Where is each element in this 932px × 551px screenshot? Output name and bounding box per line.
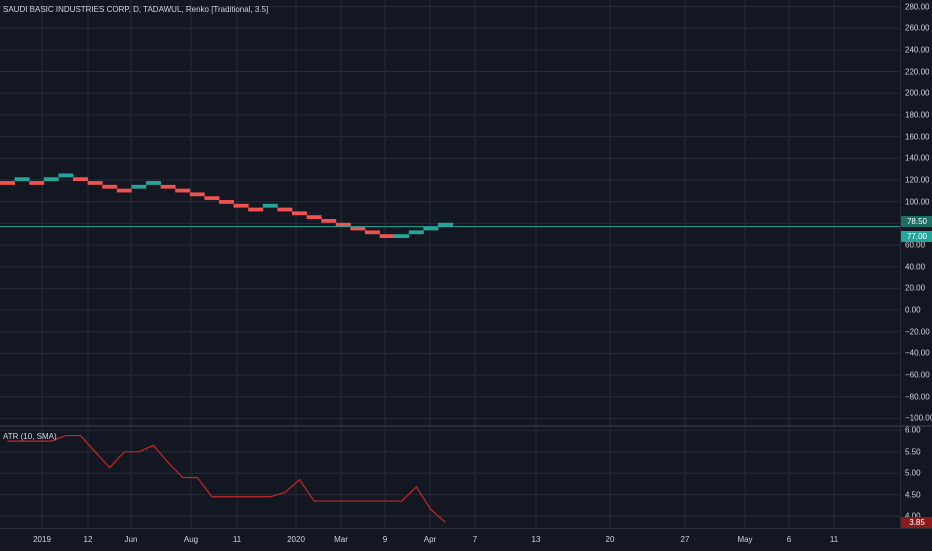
renko-brick-up[interactable] <box>43 177 59 182</box>
price-axis-label: 0.00 <box>905 305 921 315</box>
renko-brick-down[interactable] <box>248 207 264 212</box>
price-axis-label: −20.00 <box>905 327 930 337</box>
renko-brick-down[interactable] <box>277 207 293 212</box>
renko-brick-up[interactable] <box>58 173 74 178</box>
price-axis-label: 40.00 <box>905 262 926 272</box>
time-axis-label: 2020 <box>287 535 305 544</box>
renko-brick-down[interactable] <box>321 219 337 223</box>
renko-brick-up[interactable] <box>131 184 147 189</box>
price-axis-label: −40.00 <box>905 348 930 358</box>
price-axis-label: −60.00 <box>905 370 930 380</box>
renko-brick-down[interactable] <box>160 184 176 189</box>
price-axis-label: 60.00 <box>905 240 926 250</box>
price-axis-label: 280.00 <box>905 2 930 11</box>
renko-brick-down[interactable] <box>29 181 45 185</box>
price-axis-label: 240.00 <box>905 45 930 55</box>
renko-brick-down[interactable] <box>306 215 322 220</box>
time-axis-label: 11 <box>232 535 242 544</box>
time-axis-label: 7 <box>472 535 478 544</box>
renko-brick-down[interactable] <box>219 200 234 204</box>
atr-axis-label: 4.50 <box>905 490 921 500</box>
renko-brick-down[interactable] <box>102 184 118 189</box>
renko-brick-up[interactable] <box>438 222 453 227</box>
time-axis[interactable]: 2019 12 Jun Aug 11 2020 Mar 9 Apr 7 13 20 27 May 6 11 <box>0 528 932 551</box>
renko-brick-down[interactable] <box>292 211 307 216</box>
current-price-tag: 77.00 <box>901 230 932 242</box>
last-price-tag: 78.50 <box>901 215 932 227</box>
price-axis-label: 120.00 <box>905 175 930 185</box>
atr-value-tag: 3.85 <box>901 517 932 529</box>
atr-line[interactable] <box>7 434 446 523</box>
time-axis-label: Apr <box>423 535 437 544</box>
renko-brick-down[interactable] <box>87 181 103 185</box>
time-axis-label: May <box>737 535 753 544</box>
atr-axis-label: 5.50 <box>905 447 921 457</box>
time-axis-label: Jun <box>124 535 138 544</box>
renko-brick-down[interactable] <box>189 192 205 197</box>
atr-legend[interactable]: ATR (10, SMA) <box>3 432 57 441</box>
time-axis-label: 2019 <box>33 535 51 544</box>
price-axis-label: −100.00 <box>905 413 932 423</box>
renko-brick-down[interactable] <box>0 181 15 185</box>
time-axis-label: 27 <box>680 535 690 544</box>
atr-axis-label: 5.00 <box>905 468 921 478</box>
price-chart[interactable] <box>0 0 900 425</box>
renko-brick-up[interactable] <box>146 181 161 185</box>
pane-separator[interactable] <box>0 425 932 427</box>
time-axis-label: 12 <box>83 535 93 544</box>
renko-brick-down[interactable] <box>379 234 395 238</box>
atr-indicator-pane[interactable]: ATR (10, SMA) <box>0 427 900 528</box>
time-axis-label: Mar <box>334 535 348 544</box>
renko-brick-down[interactable] <box>204 196 220 201</box>
atr-axis-label: 4.00 <box>905 511 921 521</box>
renko-brick-down[interactable] <box>73 177 88 182</box>
time-axis-label: 9 <box>382 535 388 544</box>
price-axis-label: 180.00 <box>905 110 930 120</box>
atr-chart[interactable] <box>0 427 900 528</box>
renko-brick-down[interactable] <box>116 188 132 193</box>
price-axis-label: −80.00 <box>905 392 930 402</box>
price-chart-pane[interactable]: SAUDI BASIC INDUSTRIES CORP, D, TADAWUL,… <box>0 0 900 425</box>
time-axis-label: 20 <box>605 535 615 544</box>
price-axis-label: 20.00 <box>905 283 926 293</box>
price-axis-label: 100.00 <box>905 197 930 207</box>
price-axis-label: 140.00 <box>905 153 930 163</box>
renko-brick-up[interactable] <box>423 226 439 231</box>
price-axis-label: 220.00 <box>905 67 930 77</box>
renko-brick-down[interactable] <box>233 203 249 208</box>
atr-axis-label: 6.00 <box>905 425 921 435</box>
time-axis-label: 13 <box>531 535 541 544</box>
symbol-legend[interactable]: SAUDI BASIC INDUSTRIES CORP, D, TADAWUL,… <box>3 5 269 14</box>
renko-brick-up[interactable] <box>262 203 278 208</box>
price-axis[interactable]: 280.00 260.00 240.00 220.00 200.00 180.00 160.… <box>900 0 932 425</box>
atr-axis[interactable]: 6.00 5.50 5.00 4.50 4.00 3.85 <box>900 425 932 529</box>
renko-brick-up[interactable] <box>14 177 30 182</box>
renko-brick-up[interactable] <box>408 230 424 235</box>
renko-brick-down[interactable] <box>365 230 380 235</box>
renko-brick-down[interactable] <box>175 188 191 193</box>
price-axis-label: 160.00 <box>905 132 930 142</box>
renko-brick-down[interactable] <box>350 226 366 231</box>
time-axis-label: 6 <box>786 535 792 544</box>
renko-brick-down[interactable] <box>335 222 351 227</box>
price-axis-label: 260.00 <box>905 23 930 33</box>
time-axis-label: 11 <box>829 535 839 544</box>
price-axis-label: 200.00 <box>905 88 930 98</box>
renko-brick-up[interactable] <box>394 234 410 238</box>
time-axis-label: Aug <box>183 535 199 544</box>
